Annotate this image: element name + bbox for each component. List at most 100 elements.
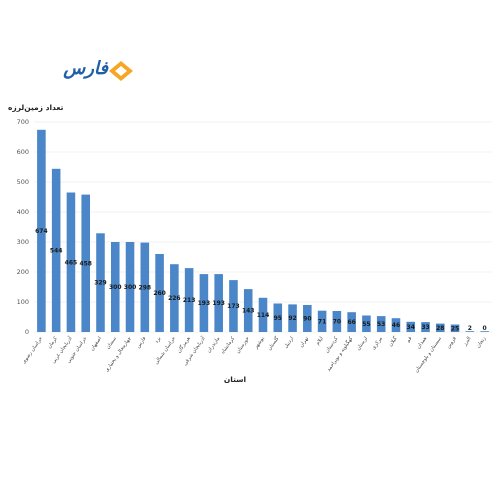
bar-data-label: 300: [124, 284, 137, 291]
bar: [465, 331, 475, 332]
bar-data-label: 2: [468, 325, 472, 332]
bar-data-label: 25: [451, 326, 459, 333]
y-tick-label: 300: [17, 238, 29, 246]
category-label: گیلان: [387, 335, 399, 348]
bar-data-label: 544: [50, 247, 63, 254]
bar-data-label: 34: [407, 324, 415, 331]
bar-data-label: 193: [198, 300, 211, 307]
y-tick-label: 0: [25, 328, 29, 336]
bar: [406, 321, 416, 332]
y-tick-labels: 0 100 200 300 400 500 600 700: [17, 118, 29, 336]
category-label: کرمانشاه: [220, 335, 236, 355]
bar: [229, 280, 238, 332]
bar: [110, 242, 120, 332]
bar-data-label: 300: [109, 284, 122, 291]
category-label: فارس: [135, 335, 147, 349]
category-label: همدان: [416, 335, 429, 350]
bar-data-label: 66: [347, 319, 355, 326]
bar-data-label: 329: [94, 280, 107, 287]
earthquake-bar-chart: تعداد زمین‌لرزه استان 0 100 200 300 400 500 60…: [0, 100, 500, 390]
bar: [66, 192, 76, 332]
y-tick-label: 600: [17, 148, 29, 156]
x-axis-title: استان: [224, 375, 246, 384]
bar: [37, 129, 46, 332]
bar: [391, 318, 401, 332]
bar-data-label: 458: [79, 260, 92, 267]
category-label: یزد: [154, 335, 163, 344]
y-tick-label: 400: [17, 208, 29, 216]
bar: [317, 310, 327, 332]
bar-data-label: 298: [139, 284, 152, 291]
bar: [273, 303, 283, 332]
category-label: کرمان: [46, 335, 59, 350]
bar: [450, 324, 460, 332]
y-tick-label: 700: [17, 118, 29, 126]
bar-data-label: 226: [168, 295, 181, 302]
bar: [436, 323, 445, 332]
category-label: سمنان: [105, 336, 118, 351]
bar: [140, 242, 150, 332]
bar-data-label: 260: [153, 290, 166, 297]
bar: [347, 312, 356, 332]
category-label: گلستان: [266, 335, 281, 352]
bar-data-label: 213: [183, 297, 196, 304]
category-label: اصفهان: [89, 336, 103, 352]
bar: [155, 254, 164, 332]
bar-data-label: 0: [483, 325, 487, 332]
bar-data-label: 70: [333, 319, 341, 326]
category-label: خراسان رضوی: [21, 336, 44, 365]
bar-data-label: 90: [303, 316, 311, 323]
category-label: مرکزی: [371, 335, 384, 351]
bar: [96, 233, 105, 332]
bar: [303, 305, 312, 332]
bar-data-label: 55: [362, 321, 370, 328]
category-label: کهگیلویه و بویراحمد: [325, 335, 355, 373]
bar: [480, 331, 489, 332]
bar-data-label: 33: [421, 324, 429, 331]
bar-data-label: 92: [288, 315, 296, 322]
gridlines: [34, 121, 492, 333]
bar: [125, 242, 135, 332]
bar-data-label: 674: [35, 228, 48, 235]
category-label: اردبیل: [283, 336, 295, 350]
category-label: خوزستان: [235, 336, 251, 355]
bar: [81, 194, 90, 332]
category-label: لرستان: [355, 335, 369, 351]
category-label: تهران: [298, 335, 310, 348]
category-label: قزوین: [445, 335, 458, 349]
bar: [184, 268, 194, 332]
bar-data-label: 53: [377, 321, 385, 328]
bar: [51, 168, 61, 332]
y-axis-title: تعداد زمین‌لرزه: [8, 103, 64, 112]
bar-data-label: 95: [274, 315, 282, 322]
bar-data-label: 465: [65, 259, 78, 266]
bar-data-label: 143: [242, 308, 255, 315]
bar: [199, 274, 209, 332]
y-tick-label: 100: [17, 298, 29, 306]
bar: [332, 311, 342, 332]
bar: [421, 322, 430, 332]
bar: [362, 315, 371, 332]
y-tick-label: 500: [17, 178, 29, 186]
bar: [376, 316, 386, 332]
bar-data-label: 173: [227, 303, 240, 310]
logo-text: فارس: [63, 58, 108, 79]
category-label: زنجان: [475, 335, 487, 349]
bar-data-label: 193: [212, 300, 225, 307]
bar: [243, 289, 253, 332]
bar: [214, 274, 223, 332]
category-label: ایلام: [315, 336, 325, 347]
bar-data-label: 114: [257, 312, 270, 319]
y-tick-label: 200: [17, 268, 29, 276]
logo-mark-icon: [109, 61, 133, 81]
bar: [170, 264, 179, 332]
category-label: بوشهر: [253, 336, 266, 351]
category-label: قم: [405, 335, 414, 344]
bar-data-label: 28: [436, 325, 444, 332]
fars-news-logo: فارس: [60, 56, 140, 88]
bars: [37, 129, 489, 332]
bar-data-label: 46: [392, 322, 400, 329]
bar: [288, 304, 297, 332]
